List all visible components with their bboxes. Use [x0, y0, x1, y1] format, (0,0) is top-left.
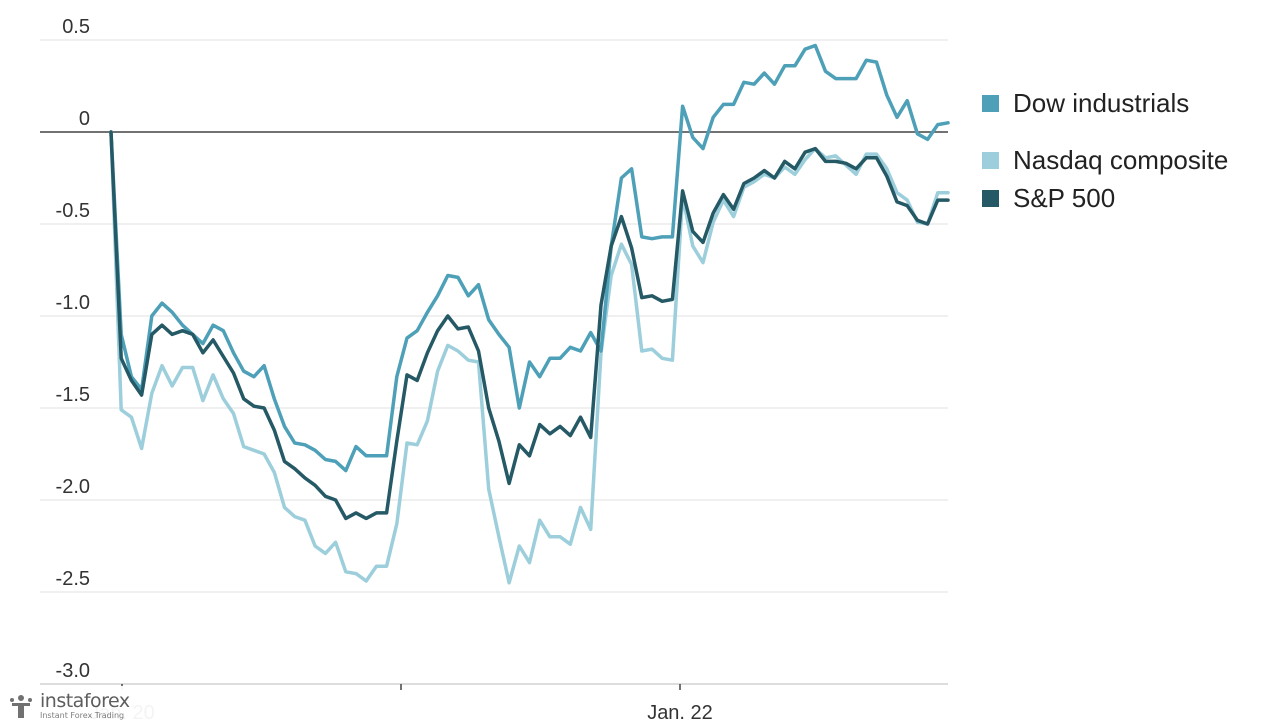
series-line-nasdaq-composite: [109, 130, 950, 585]
y-tick-label: -1.0: [56, 292, 90, 314]
legend-label-dow: Dow industrials: [1013, 88, 1190, 118]
y-tick-label: -1.5: [56, 384, 90, 406]
series-line-s-p-500: [109, 130, 950, 521]
legend-label-nasdaq: Nasdaq composite: [1013, 145, 1229, 175]
legend-swatch-nasdaq: [982, 152, 999, 169]
legend-swatch-sp500: [982, 190, 999, 207]
legend-swatch-dow: [982, 95, 999, 112]
instaforex-logo-icon: [10, 694, 32, 718]
y-tick-label: -3.0: [56, 660, 90, 682]
legend-item-nasdaq: Nasdaq composite: [982, 145, 1228, 176]
y-tick-label: -2.0: [56, 476, 90, 498]
x-tick-label: Jan. 22: [647, 702, 713, 724]
legend-item-sp500: S&P 500: [982, 183, 1115, 214]
series-line-dow-industrials: [109, 43, 950, 473]
y-axis-tick-labels: 0.5 0 -0.5 -1.0 -1.5 -2.0 -2.5 -3.0: [56, 16, 90, 682]
legend-item-dow: Dow industrials: [982, 88, 1189, 119]
y-tick-label: 0: [79, 108, 90, 130]
instaforex-watermark: instaforex Instant Forex Trading: [0, 686, 156, 725]
gridlines: [40, 39, 948, 685]
y-tick-label: -2.5: [56, 568, 90, 590]
watermark-tagline: Instant Forex Trading: [40, 710, 125, 720]
y-tick-label: -0.5: [56, 200, 90, 222]
series-lines: [109, 43, 950, 585]
legend-label-sp500: S&P 500: [1013, 183, 1116, 213]
y-tick-label: 0.5: [62, 16, 90, 38]
watermark-brand: instaforex: [40, 689, 130, 712]
x-axis: Jan. 20Jan. 22: [89, 684, 713, 724]
